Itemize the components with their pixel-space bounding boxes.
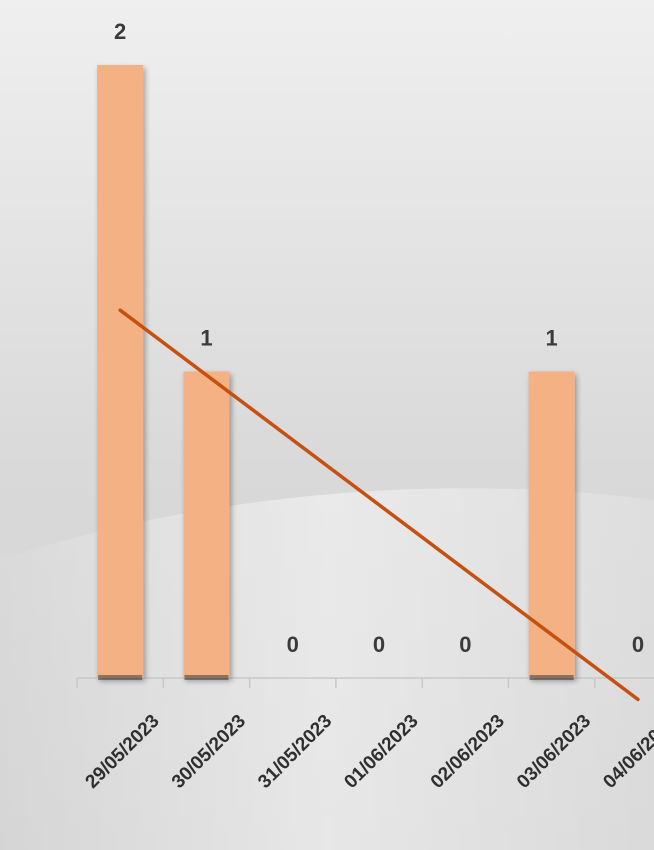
data-label: 0	[287, 632, 299, 657]
bar-30/05/2023	[183, 371, 230, 678]
background-sheen	[0, 488, 654, 850]
bar-base-shadow	[184, 675, 229, 680]
data-label: 0	[459, 632, 471, 657]
data-label: 2	[114, 19, 126, 44]
data-label: 0	[373, 632, 385, 657]
trendline	[118, 308, 640, 702]
bar-03/06/2023	[528, 371, 575, 678]
data-label: 1	[200, 326, 212, 351]
bar-base-shadow	[98, 675, 143, 680]
data-label: 1	[546, 326, 558, 351]
data-label: 0	[632, 632, 644, 657]
bar-29/05/2023	[97, 65, 144, 678]
bar-base-shadow	[529, 675, 574, 680]
